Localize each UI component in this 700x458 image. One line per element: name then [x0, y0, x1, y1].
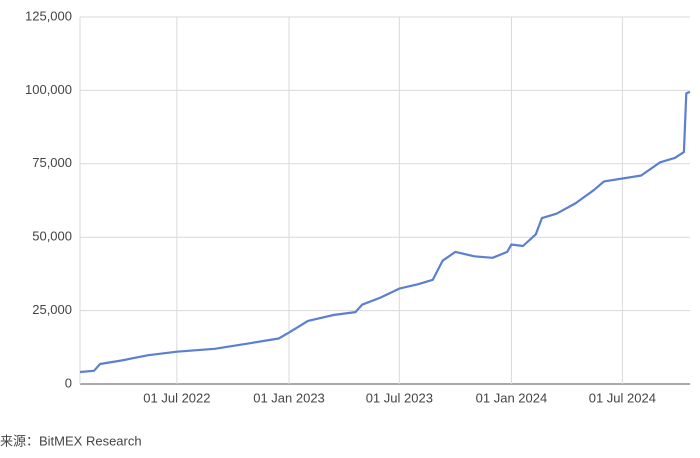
source-note: 来源：BitMEX Research — [0, 433, 142, 448]
x-tick-label: 01 Jul 2022 — [143, 390, 210, 405]
x-tick-label: 01 Jul 2023 — [366, 390, 433, 405]
y-tick-label: 75,000 — [32, 155, 72, 170]
y-tick-label: 50,000 — [32, 229, 72, 244]
x-tick-label: 01 Jan 2024 — [476, 390, 548, 405]
y-tick-label: 100,000 — [25, 82, 72, 97]
y-tick-label: 125,000 — [25, 8, 72, 23]
y-tick-label: 0 — [65, 375, 72, 390]
x-tick-label: 01 Jan 2023 — [253, 390, 325, 405]
x-tick-label: 01 Jul 2024 — [589, 390, 656, 405]
line-series — [79, 90, 691, 374]
y-tick-label: 25,000 — [32, 302, 72, 317]
